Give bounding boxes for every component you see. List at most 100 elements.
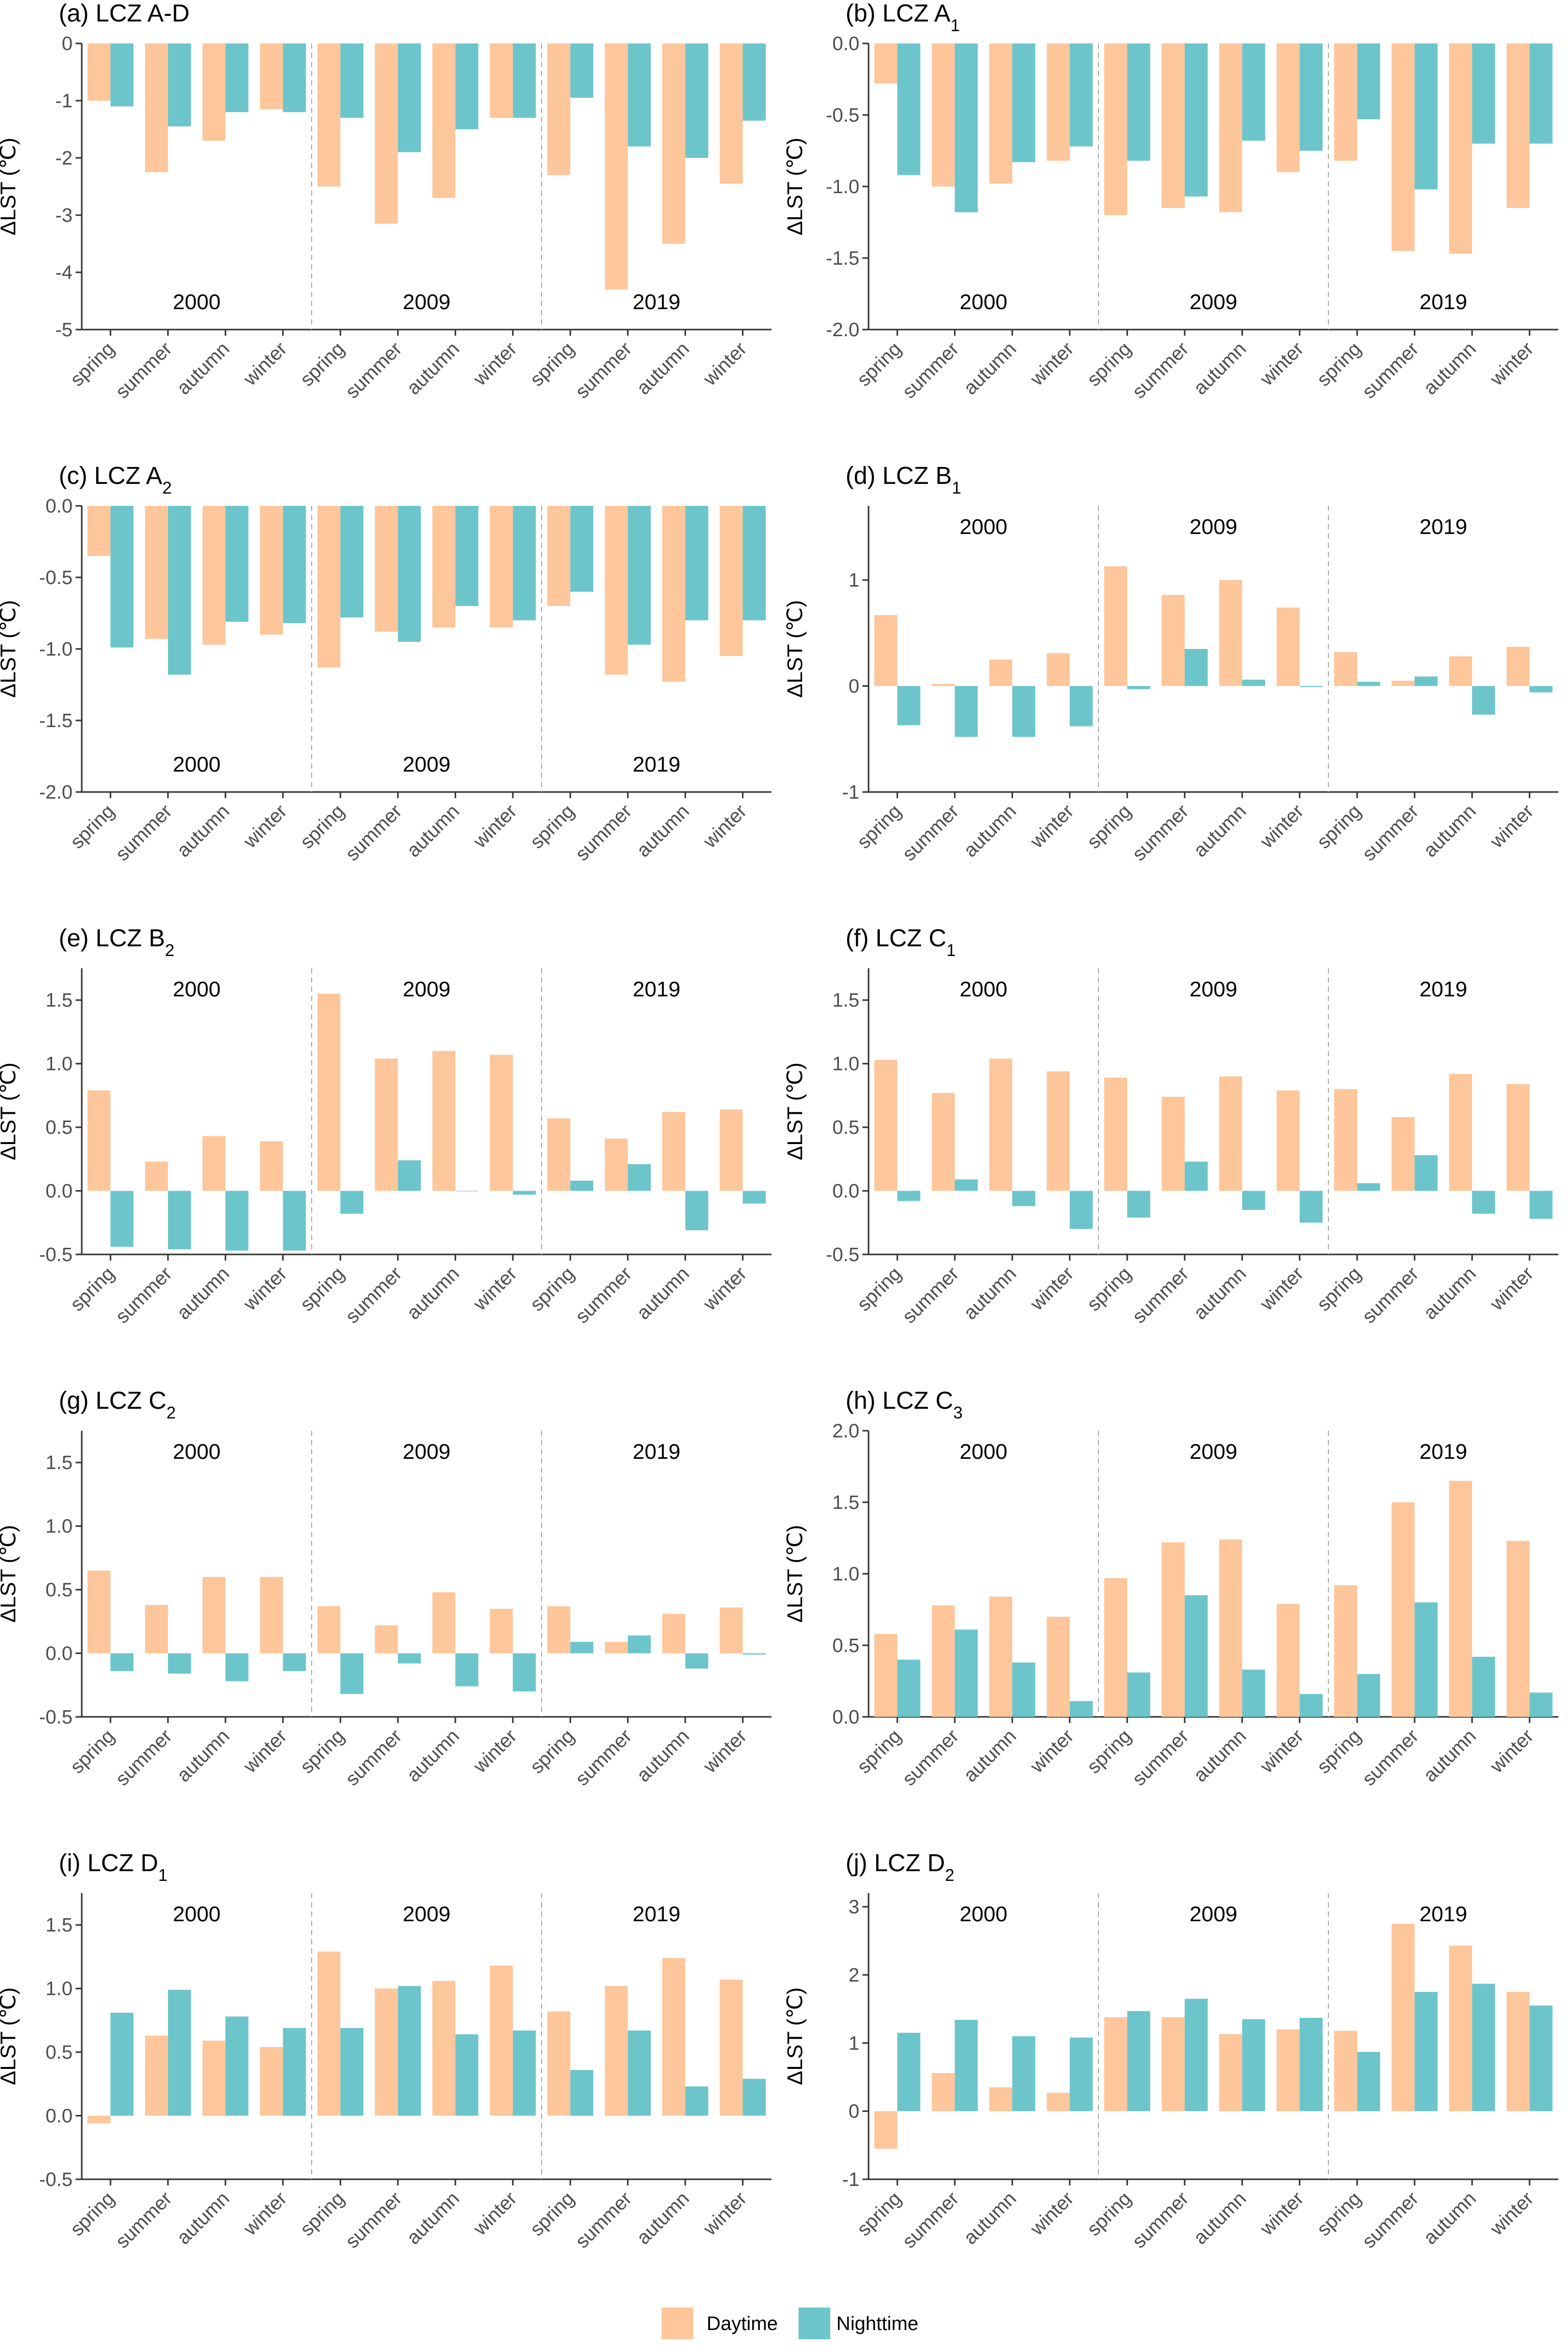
year-label: 2009: [1189, 977, 1237, 1001]
x-tick-label: winter: [1256, 338, 1308, 390]
x-tick-label: winter: [469, 338, 521, 390]
daytime-bar: [1219, 2034, 1243, 2111]
daytime-bar: [1219, 1076, 1243, 1191]
x-tick-label: winter: [699, 338, 751, 390]
y-tick-label: 1.0: [832, 1564, 859, 1585]
daytime-bar: [719, 1109, 743, 1191]
x-tick-label: summer: [571, 1263, 636, 1328]
panel-title: (c) LCZ A2: [59, 462, 172, 497]
y-tick-label: 1.0: [45, 1054, 73, 1075]
x-tick-label: winter: [469, 1263, 521, 1315]
y-axis-label: ΔLST (℃): [0, 1525, 20, 1622]
nighttime-bar: [954, 1179, 978, 1191]
daytime-bar: [662, 506, 686, 682]
nighttime-bar: [570, 506, 594, 592]
daytime-bar: [1276, 1090, 1300, 1191]
nighttime-bar: [685, 506, 709, 620]
nighttime-bar: [110, 506, 134, 648]
nighttime-bar: [627, 2030, 651, 2116]
daytime-bar: [604, 1642, 628, 1654]
nighttime-bar: [1472, 43, 1495, 144]
panel-title-subscript: 1: [946, 941, 955, 960]
panels: (a) LCZ A-D 0 -1 -2 -3 -4 -5 ΔLST (℃) 2000 spring…: [0, 0, 1558, 2252]
nighttime-bar: [1299, 43, 1323, 151]
x-tick-label: autumn: [633, 1263, 693, 1324]
year-label: 2000: [959, 1902, 1007, 1926]
nighttime-bar: [742, 506, 766, 620]
nighttime-bar: [1242, 1191, 1266, 1210]
daytime-bar: [202, 1577, 226, 1654]
y-tick-label: 1.5: [45, 1452, 73, 1474]
daytime-bar: [1334, 1089, 1358, 1191]
nighttime-bar: [897, 1660, 921, 1717]
nighttime-bar: [1242, 2019, 1266, 2111]
y-tick-label: -0.5: [39, 1707, 73, 1728]
daytime-bar: [604, 1138, 628, 1191]
daytime-bar: [145, 506, 168, 639]
nighttime-bar: [512, 1191, 536, 1195]
x-tick-label: summer: [898, 800, 963, 865]
x-tick-label: winter: [699, 800, 751, 852]
daytime-bar: [719, 506, 743, 656]
nighttime-bar: [1069, 686, 1093, 727]
nighttime-bar: [1414, 1992, 1438, 2111]
daytime-bar: [1449, 1945, 1472, 2111]
daytime-bar: [874, 1060, 898, 1191]
x-tick-label: autumn: [959, 1263, 1020, 1324]
legend-daytime-label: Daytime: [707, 2313, 778, 2335]
x-tick-label: autumn: [403, 2188, 463, 2249]
daytime-bar: [489, 1609, 513, 1654]
daytime-bar: [375, 506, 398, 632]
x-tick-label: spring: [66, 1263, 119, 1316]
nighttime-bar: [1357, 682, 1380, 686]
nighttime-bar: [1127, 1672, 1151, 1717]
daytime-bar: [662, 43, 686, 244]
nighttime-bar: [897, 43, 921, 175]
y-tick-label: -2: [55, 148, 73, 169]
y-tick-label: -1: [842, 2169, 859, 2191]
year-label: 2000: [959, 515, 1007, 539]
y-tick-label: -0.5: [39, 567, 73, 589]
nighttime-bar: [1357, 1183, 1380, 1191]
nighttime-bar: [283, 506, 306, 623]
nighttime-bar: [570, 1180, 594, 1191]
x-tick-label: autumn: [173, 1263, 233, 1324]
y-tick-label: -2.0: [826, 319, 859, 341]
x-tick-label: summer: [571, 338, 636, 403]
nighttime-bar: [110, 1191, 134, 1247]
panel-title-main: (i) LCZ D: [59, 1850, 158, 1877]
y-tick-label: -1.0: [826, 176, 859, 198]
panel-title-main: (g) LCZ C: [59, 1387, 167, 1414]
nighttime-bar: [1184, 43, 1208, 197]
year-label: 2009: [403, 1902, 450, 1926]
daytime-bar: [1334, 652, 1358, 686]
daytime-bar: [874, 615, 898, 686]
nighttime-bar: [168, 1990, 191, 2116]
y-axis-label: ΔLST (℃): [783, 1062, 807, 1160]
daytime-bar: [1449, 1074, 1472, 1191]
x-tick-label: spring: [1083, 2188, 1136, 2241]
x-tick-label: spring: [526, 338, 579, 391]
nighttime-bar: [340, 506, 364, 618]
nighttime-bar: [1299, 2018, 1323, 2111]
x-tick-label: winter: [1256, 1263, 1308, 1315]
nighttime-bar: [397, 506, 421, 642]
nighttime-bar: [340, 2028, 364, 2116]
x-tick-label: spring: [1083, 1726, 1136, 1778]
daytime-bar: [989, 1596, 1013, 1717]
y-tick-label: -1.5: [39, 710, 73, 732]
daytime-bar: [87, 506, 111, 556]
x-tick-label: summer: [571, 1725, 636, 1790]
daytime-bar: [260, 1141, 283, 1191]
panel-title-subscript: 1: [950, 16, 959, 35]
daytime-bar: [604, 43, 628, 290]
daytime-bar: [1104, 43, 1128, 215]
daytime-bar: [260, 43, 283, 109]
nighttime-bar: [1069, 2037, 1093, 2111]
x-tick-label: summer: [571, 800, 636, 865]
x-tick-label: summer: [1358, 800, 1423, 865]
nighttime-bar: [954, 43, 978, 213]
panel-title-subscript: 1: [158, 1866, 168, 1884]
